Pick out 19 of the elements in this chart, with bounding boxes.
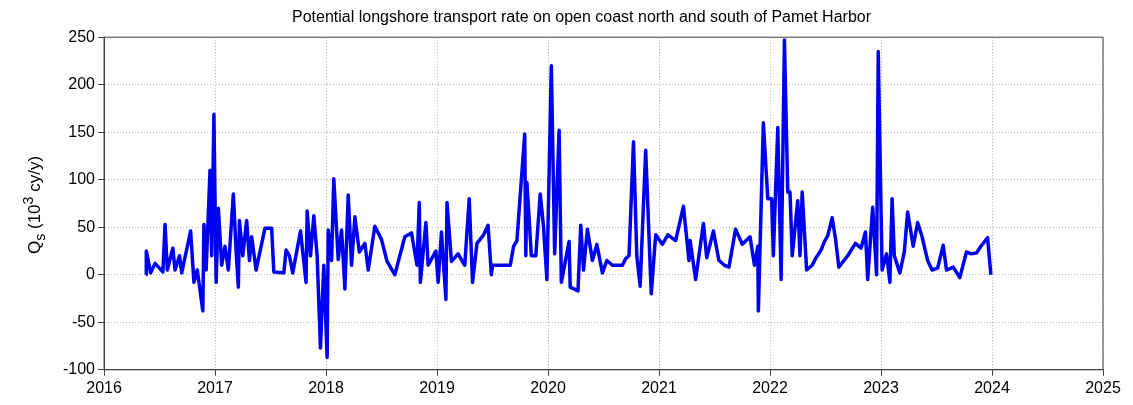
y-tick-label: 100	[68, 170, 96, 188]
y-tick-label: -50	[71, 312, 96, 330]
y-tick-label: 50	[77, 217, 96, 235]
x-tick-label: 2025	[1085, 378, 1121, 396]
x-tick-label: 2023	[863, 378, 899, 396]
y-tick-label: 200	[68, 75, 96, 93]
x-tick-label: 2021	[641, 378, 677, 396]
y-tick-label: 250	[68, 27, 96, 45]
x-tick-label: 2018	[308, 378, 344, 396]
x-tick-label: 2024	[974, 378, 1010, 396]
y-tick-label: -100	[62, 360, 96, 378]
x-tick-label: 2022	[752, 378, 788, 396]
y-tick-label: 0	[86, 265, 96, 283]
x-tick-label: 2019	[419, 378, 455, 396]
x-tick-label: 2017	[197, 378, 233, 396]
y-tick-label: 150	[68, 122, 96, 140]
x-tick-label: 2016	[86, 378, 122, 396]
chart-title: Potential longshore transport rate on open coast north and south of Pamet Harbor	[291, 8, 872, 26]
x-tick-label: 2020	[530, 378, 566, 396]
